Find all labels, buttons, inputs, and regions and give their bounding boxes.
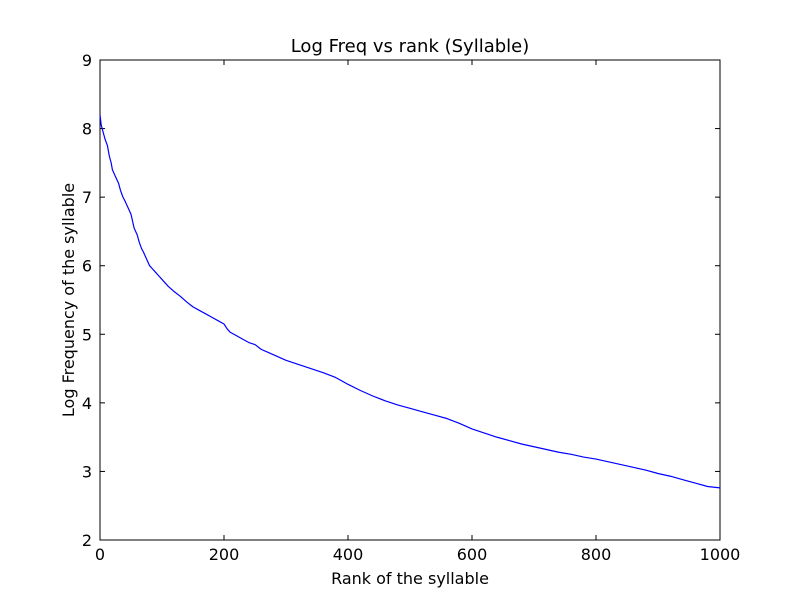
x-axis-label: Rank of the syllable bbox=[331, 569, 489, 588]
series-layer bbox=[99, 114, 721, 489]
y-tick-label: 9 bbox=[82, 51, 92, 70]
x-tick-label: 0 bbox=[95, 545, 105, 564]
x-tick-label: 400 bbox=[333, 545, 364, 564]
series-line-0 bbox=[99, 114, 721, 489]
y-axis-ticks: 2 3 4 5 6 7 8 9 bbox=[82, 51, 720, 550]
y-tick-label: 3 bbox=[82, 462, 92, 481]
y-tick-label: 7 bbox=[82, 188, 92, 207]
plot-area bbox=[99, 59, 721, 541]
x-tick-label: 600 bbox=[457, 545, 488, 564]
y-axis-label: Log Frequency of the syllable bbox=[59, 183, 78, 417]
x-axis-ticks: 0 200 400 600 800 1000 bbox=[95, 60, 740, 564]
y-tick-label: 2 bbox=[82, 531, 92, 550]
x-tick-label: 1000 bbox=[700, 545, 741, 564]
y-tick-label: 5 bbox=[82, 325, 92, 344]
y-tick-label: 8 bbox=[82, 120, 92, 139]
x-tick-label: 800 bbox=[581, 545, 612, 564]
y-tick-label: 6 bbox=[82, 257, 92, 276]
chart-title: Log Freq vs rank (Syllable) bbox=[291, 36, 530, 57]
x-tick-label: 200 bbox=[209, 545, 240, 564]
y-tick-label: 4 bbox=[82, 394, 92, 413]
